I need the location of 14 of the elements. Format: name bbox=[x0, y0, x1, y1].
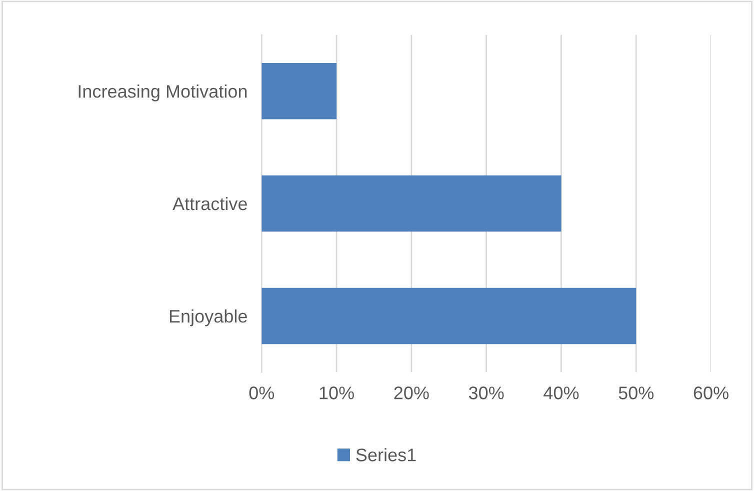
y-tick-label: Increasing Motivation bbox=[78, 84, 247, 102]
y-tick-label: Enjoyable bbox=[170, 309, 247, 326]
x-tick-label: 20% bbox=[394, 386, 429, 400]
bar bbox=[262, 175, 562, 232]
x-tick-label: 0% bbox=[249, 386, 274, 400]
x-tick-label: 50% bbox=[618, 386, 654, 400]
x-tick-label: 30% bbox=[468, 386, 504, 400]
bar bbox=[262, 62, 337, 120]
y-tick-label: Attractive bbox=[172, 196, 247, 210]
x-tick-label: 60% bbox=[694, 386, 728, 400]
x-tick-label: 10% bbox=[320, 386, 354, 400]
x-tick-label: 40% bbox=[544, 386, 579, 400]
bar bbox=[262, 288, 636, 344]
legend-label: Series1 bbox=[356, 448, 416, 462]
